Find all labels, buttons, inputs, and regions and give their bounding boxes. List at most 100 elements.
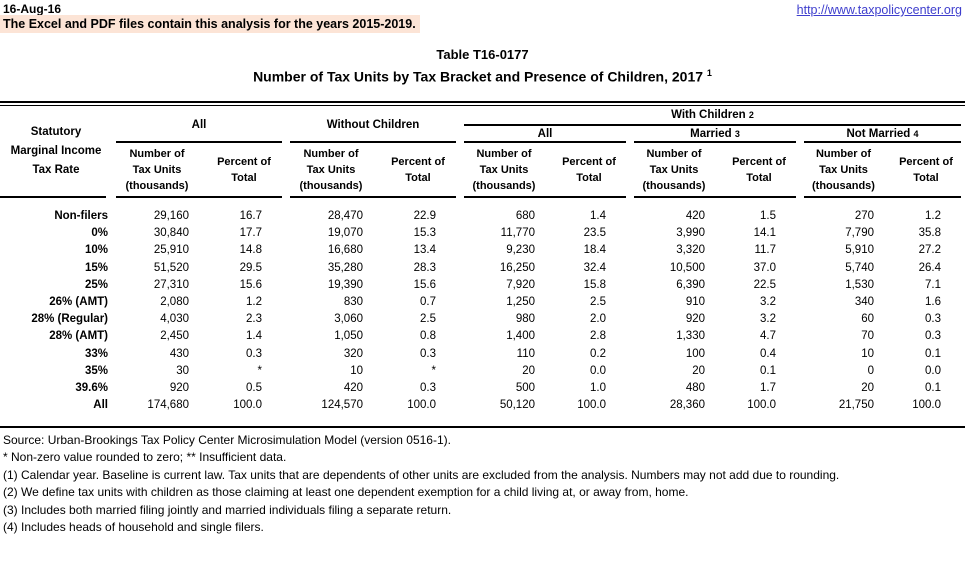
table-cell: 32.4	[583, 261, 606, 274]
table-cell: 270	[854, 210, 874, 222]
table-cell: 30,840	[153, 227, 189, 240]
table-cell: 3,060	[334, 313, 363, 326]
table-cell: 100.0	[233, 399, 262, 412]
table-cell: 1.7	[760, 381, 776, 394]
table-cell: 0.4	[760, 347, 776, 360]
table-cell: 20	[861, 381, 874, 394]
table-cell: 500	[515, 381, 535, 394]
table-cell: 15.8	[583, 278, 606, 291]
col-header-number: Number of Tax Units (thousands)	[812, 147, 875, 192]
header-rule-stub	[0, 196, 106, 198]
table-grid: Statutory Marginal Income Tax Rate All W…	[0, 106, 965, 429]
table-cell: 1,050	[334, 330, 363, 343]
table-cell: 3,320	[676, 244, 705, 257]
group-rule-wc-all	[464, 141, 626, 143]
col-header-percent: Percent of Total	[562, 155, 616, 184]
table-cell: 3.2	[760, 295, 776, 308]
table-cell: 19,390	[327, 278, 363, 291]
table-cell: 15.3	[413, 227, 436, 240]
group-not-married: Not Married 4	[800, 126, 965, 141]
table-cell: 830	[343, 295, 363, 308]
group-not-married-superscript: 4	[913, 128, 919, 139]
table-cell: 0.3	[925, 330, 941, 343]
group-married: Married 3	[630, 126, 800, 141]
table-cell: 17.7	[239, 227, 262, 240]
table-subtitle-superscript: 1	[706, 68, 712, 78]
table-cell: 2,450	[160, 330, 189, 343]
table-cell: 680	[515, 210, 535, 222]
header-rule-without-children	[290, 196, 456, 198]
table-cell: 1.6	[925, 295, 941, 308]
table-cell: 110	[516, 347, 535, 360]
table-cell: 0.1	[925, 347, 941, 360]
group-all: All	[191, 118, 207, 131]
table-cell: 0.3	[420, 347, 436, 360]
table-cell: 1.5	[760, 210, 776, 222]
table-cell: 0.0	[925, 364, 941, 377]
table-cell: 2,080	[160, 295, 189, 308]
table-cell: 21,750	[838, 399, 874, 412]
table-cell: 0.3	[925, 313, 941, 326]
table-cell: *	[431, 364, 436, 377]
table-cell: 0.0	[590, 364, 606, 377]
group-with-children: With Children 2	[460, 106, 965, 124]
table-cell: 7,790	[845, 227, 874, 240]
table-cell: 0.2	[590, 347, 606, 360]
table-cell: 910	[685, 295, 705, 308]
header-rule-all	[116, 196, 282, 198]
table-cell: 480	[685, 381, 705, 394]
table-cell: 1,330	[676, 330, 705, 343]
table-cell: 35.8	[918, 227, 941, 240]
table-cell: 6,390	[676, 278, 705, 291]
table-cell: 3.2	[760, 313, 776, 326]
table-cell: 23.5	[583, 227, 606, 240]
table-cell: 3,990	[676, 227, 705, 240]
table-cell: 28,470	[327, 210, 363, 222]
table-cell: 15.6	[413, 278, 436, 291]
table-cell: 22.9	[413, 210, 436, 222]
table-cell: 0.8	[420, 330, 436, 343]
table-cell: 0.5	[246, 381, 262, 394]
row-label: 33%	[84, 347, 108, 360]
taxpolicycenter-link[interactable]: http://www.taxpolicycenter.org	[796, 3, 962, 17]
table-cell: 320	[343, 347, 363, 360]
row-label: 10%	[84, 244, 108, 257]
header-rule-not-married	[804, 196, 961, 198]
group-with-children-label: With Children	[671, 109, 746, 121]
table-cell: 2.0	[590, 313, 606, 326]
with-children-rule	[464, 124, 961, 126]
table-cell: 29,160	[153, 210, 189, 222]
table-cell: 28.3	[413, 261, 436, 274]
table-cell: 4.7	[760, 330, 776, 343]
table-cell: 100.0	[747, 399, 776, 412]
table-cell: 11,770	[500, 227, 535, 240]
table-cell: 30	[176, 364, 189, 377]
footnote: (4) Includes heads of household and sing…	[3, 520, 264, 535]
footnote: (1) Calendar year. Baseline is current l…	[3, 467, 840, 482]
table-cell: 51,520	[153, 261, 189, 274]
table-cell: 340	[854, 295, 874, 308]
row-label: All	[93, 399, 108, 412]
top-double-rule	[0, 101, 965, 106]
table-cell: 14.1	[753, 227, 776, 240]
table-cell: 2.8	[590, 330, 606, 343]
table-cell: 25,910	[153, 244, 189, 257]
table-cell: 11.7	[754, 244, 776, 257]
table-cell: 10	[861, 347, 874, 360]
table-cell: 1.4	[246, 330, 262, 343]
group-not-married-label: Not Married	[846, 127, 911, 140]
row-label: 25%	[84, 278, 108, 291]
group-rule-all	[116, 141, 282, 143]
table-cell: *	[257, 364, 262, 377]
table-cell: 1,530	[845, 278, 874, 291]
row-label: Non-filers	[54, 210, 108, 222]
table-cell: 18.4	[583, 244, 606, 257]
table-cell: 35,280	[327, 261, 363, 274]
table-cell: 37.0	[753, 261, 776, 274]
table-cell: 27,310	[153, 278, 189, 291]
col-header-percent: Percent of Total	[732, 155, 786, 184]
table-cell: 920	[169, 381, 189, 394]
table-cell: 4,030	[160, 313, 189, 326]
footnote: (3) Includes both married filing jointly…	[3, 502, 452, 517]
table-cell: 0.1	[925, 381, 941, 394]
